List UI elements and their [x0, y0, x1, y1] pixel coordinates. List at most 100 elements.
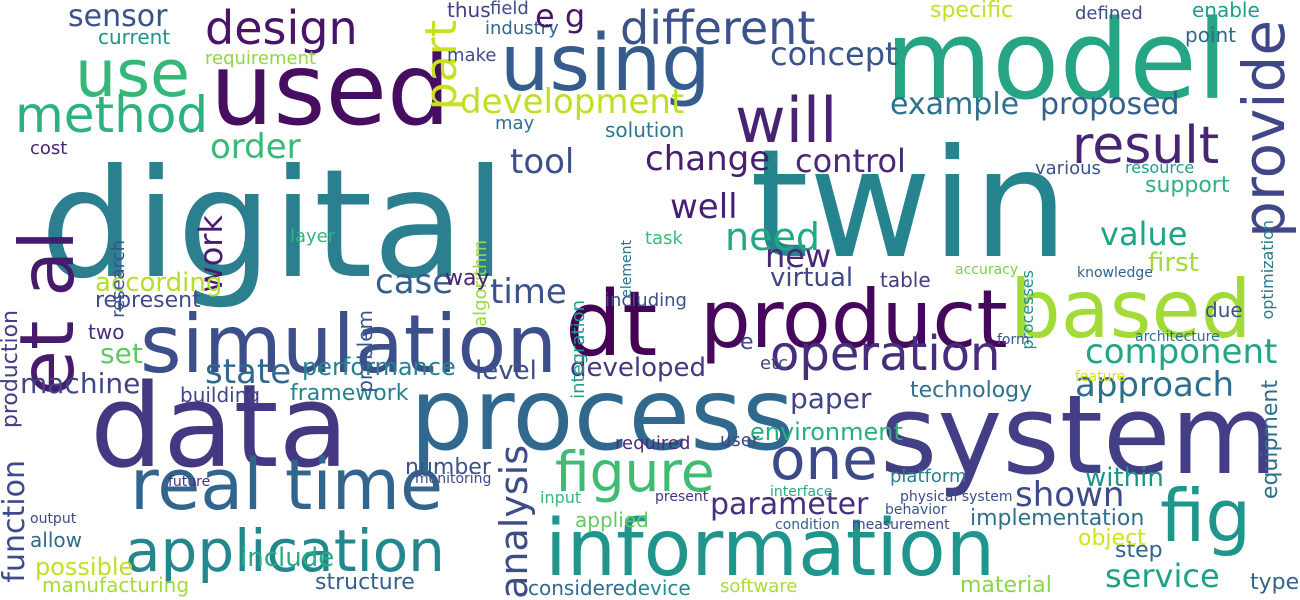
cloud-word: defined	[1075, 3, 1143, 24]
cloud-word: device	[625, 576, 691, 600]
cloud-word: applied	[575, 508, 649, 532]
cloud-word: point	[1185, 23, 1237, 47]
cloud-word: present	[655, 489, 709, 505]
cloud-word: framework	[290, 381, 409, 406]
cloud-word: process	[410, 356, 795, 473]
cloud-word: simulation	[140, 298, 558, 391]
cloud-word: application	[125, 517, 445, 585]
cloud-word: system	[880, 371, 1278, 499]
cloud-word: control	[795, 142, 906, 180]
cloud-word: make	[447, 45, 497, 66]
cloud-word: order	[210, 127, 301, 167]
cloud-word: virtual	[770, 263, 854, 293]
cloud-word: two	[88, 320, 125, 344]
cloud-word: represent	[95, 288, 201, 313]
cloud-word: object	[1078, 526, 1146, 551]
cloud-word: fig	[1160, 474, 1252, 558]
cloud-word: well	[670, 187, 738, 227]
cloud-word: value	[1100, 215, 1188, 253]
cloud-word: change	[645, 139, 771, 179]
cloud-word: architecture	[1135, 329, 1220, 345]
cloud-word: proposed	[1040, 87, 1180, 122]
cloud-word: optimization	[1258, 220, 1277, 320]
cloud-word: concept	[770, 35, 898, 73]
cloud-word: provide	[1230, 20, 1298, 238]
cloud-word: knowledge	[1077, 265, 1153, 281]
cloud-word: equipment	[1258, 380, 1283, 500]
cloud-word: set	[100, 337, 143, 370]
cloud-word: twin	[750, 118, 1069, 292]
cloud-word: current	[98, 25, 171, 49]
cloud-word: allow	[30, 528, 82, 552]
cloud-word: interface	[770, 484, 833, 500]
cloud-word: e	[740, 330, 754, 355]
cloud-word: various	[1035, 158, 1101, 179]
cloud-word: resource	[1125, 158, 1195, 177]
cloud-word: element	[619, 240, 635, 298]
cloud-word: time	[490, 272, 567, 312]
cloud-word: one	[770, 425, 878, 493]
cloud-word: solution	[605, 118, 685, 142]
cloud-word: tool	[510, 142, 575, 182]
cloud-word: digital	[40, 138, 507, 312]
cloud-word: dt	[565, 272, 658, 377]
cloud-word: implementation	[970, 506, 1145, 531]
cloud-word: condition	[775, 517, 840, 533]
cloud-word: model	[885, 0, 1228, 124]
cloud-word: used	[210, 31, 451, 148]
cloud-word: information	[545, 504, 996, 594]
cloud-word: technology	[910, 378, 1033, 403]
cloud-word: within	[1085, 463, 1164, 493]
cloud-word: new	[765, 237, 832, 275]
cloud-word: accuracy	[955, 262, 1019, 278]
cloud-word: number	[405, 455, 491, 480]
cloud-word: platform	[890, 466, 967, 487]
cloud-word: case	[375, 262, 454, 302]
cloud-word: due	[1205, 298, 1243, 322]
cloud-word: machine	[20, 367, 141, 400]
cloud-word: e g	[535, 0, 586, 35]
cloud-word: cost	[30, 138, 68, 159]
cloud-word: using	[500, 19, 711, 109]
cloud-word: approach	[1075, 365, 1235, 405]
cloud-word: state	[205, 352, 292, 392]
cloud-word: parameter	[710, 487, 869, 522]
cloud-word: enable	[1192, 0, 1260, 22]
cloud-word: example	[890, 87, 1020, 122]
cloud-word: output	[30, 511, 77, 527]
cloud-word: problem	[353, 310, 377, 393]
cloud-word: considered	[528, 576, 638, 600]
cloud-word: type	[1250, 570, 1300, 595]
cloud-word: developed	[570, 353, 707, 383]
cloud-word: according	[95, 268, 223, 298]
cloud-word: use	[75, 37, 191, 112]
cloud-word: need	[725, 215, 820, 259]
cloud-word: will	[735, 84, 838, 157]
cloud-word: data	[90, 360, 350, 494]
cloud-word: etc	[760, 353, 789, 374]
cloud-word: layer	[290, 226, 336, 247]
cloud-word: function	[0, 460, 32, 583]
cloud-word: support	[1145, 173, 1230, 198]
cloud-word: software	[720, 576, 798, 597]
cloud-word: table	[880, 268, 931, 292]
cloud-word: behavior	[885, 502, 947, 518]
cloud-word: environment	[750, 418, 903, 446]
cloud-word: input	[540, 488, 582, 507]
cloud-word: required	[615, 433, 691, 454]
cloud-word: requirement	[205, 48, 317, 69]
cloud-word: result	[1072, 116, 1220, 176]
cloud-word: including	[605, 290, 687, 311]
cloud-word: development	[460, 82, 685, 122]
cloud-word: future	[168, 474, 211, 490]
cloud-word: step	[1115, 538, 1163, 563]
cloud-word: material	[960, 573, 1052, 598]
cloud-word: building	[180, 383, 261, 407]
cloud-word: thus	[447, 0, 491, 22]
cloud-word: specific	[930, 0, 1014, 23]
cloud-word: integration	[568, 300, 589, 399]
cloud-word: operation	[770, 326, 1001, 382]
cloud-word: real time	[130, 444, 444, 526]
cloud-word: sensor	[68, 0, 168, 34]
cloud-word: paper	[790, 382, 872, 415]
